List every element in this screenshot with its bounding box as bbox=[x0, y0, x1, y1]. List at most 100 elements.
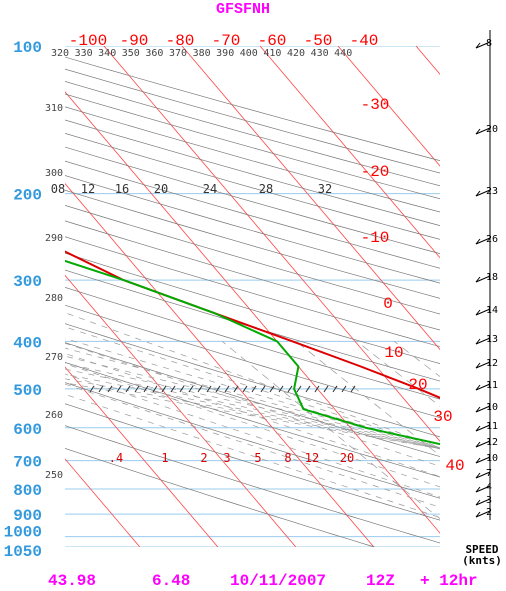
wind-barb-flag bbox=[475, 384, 481, 391]
wind-speed-label: 10 bbox=[486, 402, 498, 413]
level-500-tick bbox=[251, 385, 257, 393]
wind-speed-label: 7 bbox=[486, 468, 492, 479]
level-500-tick bbox=[179, 385, 185, 393]
mixing-ratio-lines bbox=[222, 341, 440, 547]
moist-adiabat bbox=[65, 193, 440, 547]
moist-adiabat bbox=[65, 193, 440, 547]
pressure-label-1000: 1000 bbox=[4, 524, 42, 542]
wind-barb bbox=[475, 498, 491, 506]
theta-side-label: 300 bbox=[45, 168, 63, 179]
wind-barb-flag bbox=[475, 472, 481, 479]
theta-top-label: 340 bbox=[98, 48, 116, 59]
theta-side-label: 310 bbox=[45, 103, 63, 114]
level-500-tick bbox=[233, 385, 239, 393]
dry-adiabat bbox=[65, 46, 440, 547]
moist-adiabat bbox=[65, 193, 440, 547]
mixing-ratio-labels: 08 12 16 20 24 28 32.4 1 2 3 5 8 12 20 bbox=[51, 182, 354, 465]
wind-barb-flag bbox=[475, 309, 481, 316]
wind-barb bbox=[475, 440, 491, 448]
level-500-tick bbox=[116, 385, 122, 393]
pressure-label-600: 600 bbox=[13, 421, 42, 439]
isotherm-lines bbox=[65, 46, 440, 547]
wind-speed-label: 14 bbox=[486, 305, 498, 316]
skewed-temp-label: -20 bbox=[361, 163, 390, 181]
wind-speed-label: 12 bbox=[486, 437, 498, 448]
isotherm-line bbox=[65, 46, 375, 547]
theta-top-label: 380 bbox=[193, 48, 211, 59]
top-temp-label: -50 bbox=[304, 32, 333, 50]
moist-adiabat bbox=[65, 193, 440, 547]
level-500-tick bbox=[170, 385, 176, 393]
wind-barb bbox=[475, 237, 491, 245]
pressure-label-300: 300 bbox=[13, 273, 42, 291]
wind-barb-flag bbox=[475, 338, 481, 345]
footer-lon: 6.48 bbox=[152, 572, 190, 590]
top-temp-label: -100 bbox=[69, 32, 107, 50]
skewed-temp-label: 20 bbox=[408, 376, 427, 394]
wind-barb-flag bbox=[475, 511, 481, 518]
pressure-label-1050: 1050 bbox=[4, 543, 42, 561]
level-500-tick bbox=[278, 385, 284, 393]
mixing-ratio-line bbox=[222, 341, 440, 547]
wind-speed-label: 12 bbox=[486, 358, 498, 369]
theta-side-label: 250 bbox=[45, 470, 63, 481]
wind-barb-flag bbox=[475, 362, 481, 369]
wind-barb-flag bbox=[475, 406, 481, 413]
skewed-temp-label: -10 bbox=[361, 229, 390, 247]
level-500-tick bbox=[206, 385, 212, 393]
level-500-tick bbox=[260, 385, 266, 393]
wind-speed-label: 3 bbox=[486, 495, 492, 506]
level-500-tick bbox=[332, 385, 338, 393]
mixing-ratio-label-lower: 5 bbox=[254, 451, 261, 465]
wind-barb-flag bbox=[475, 276, 481, 283]
wind-speed-label: 18 bbox=[486, 272, 498, 283]
wind-barb-flag bbox=[475, 238, 481, 245]
skewed-temp-label: -30 bbox=[361, 96, 390, 114]
wind-barb-flag bbox=[475, 486, 481, 493]
level-500-tick bbox=[152, 385, 158, 393]
mixing-ratio-label-upper: 20 bbox=[154, 182, 168, 196]
skewed-temperature-labels: -30 -20 -10 0 10 20 30 40 bbox=[361, 96, 465, 475]
dry-adiabat bbox=[65, 46, 440, 547]
wind-barb-flag bbox=[475, 441, 481, 448]
mixing-ratio-label-upper: 24 bbox=[203, 182, 217, 196]
dry-adiabat-lines bbox=[65, 46, 440, 547]
mixing-ratio-label-lower: 8 bbox=[284, 451, 291, 465]
mixing-ratio-label-upper: 32 bbox=[318, 182, 332, 196]
theta-side-labels: 310 300 290 280 270 260 250 bbox=[45, 103, 63, 481]
wind-barb-flag bbox=[475, 42, 481, 49]
pressure-label-700: 700 bbox=[13, 454, 42, 472]
dry-adiabat bbox=[65, 46, 440, 547]
temperature-line bbox=[65, 46, 440, 518]
skewed-temp-label: 30 bbox=[433, 408, 452, 426]
theta-side-label: 260 bbox=[45, 410, 63, 421]
mixing-ratio-line bbox=[356, 341, 440, 547]
top-temp-label: -60 bbox=[258, 32, 287, 50]
footer-run: 12Z bbox=[366, 572, 395, 590]
dry-adiabat bbox=[65, 46, 440, 547]
wind-barb bbox=[475, 189, 491, 197]
mixing-ratio-label-lower: 2 bbox=[200, 451, 207, 465]
wind-barb bbox=[475, 337, 491, 345]
level-500-tick bbox=[224, 385, 230, 393]
footer-forecast: + 12hr bbox=[420, 572, 478, 590]
theta-top-label: 400 bbox=[240, 48, 258, 59]
skewed-temp-label: 40 bbox=[445, 457, 464, 475]
dry-adiabat bbox=[65, 46, 375, 547]
top-temp-label: -90 bbox=[120, 32, 149, 50]
dry-adiabat bbox=[65, 46, 440, 547]
theta-side-label: 270 bbox=[45, 352, 63, 363]
wind-barb bbox=[475, 361, 491, 369]
pressure-label-500: 500 bbox=[13, 382, 42, 400]
mixing-ratio-label-upper: 08 bbox=[51, 182, 65, 196]
wind-speed-label: 20 bbox=[486, 124, 498, 135]
top-temp-label: -80 bbox=[166, 32, 195, 50]
dry-adiabat bbox=[65, 46, 440, 547]
mixing-ratio-label-lower: .4 bbox=[109, 451, 123, 465]
wind-speed-label: 8 bbox=[486, 38, 492, 49]
dry-adiabat bbox=[65, 46, 440, 547]
footer-date: 10/11/2007 bbox=[230, 572, 326, 590]
wind-barb bbox=[475, 41, 491, 49]
level-500-marker bbox=[89, 385, 356, 393]
mixing-ratio-label-lower: 1 bbox=[161, 451, 168, 465]
